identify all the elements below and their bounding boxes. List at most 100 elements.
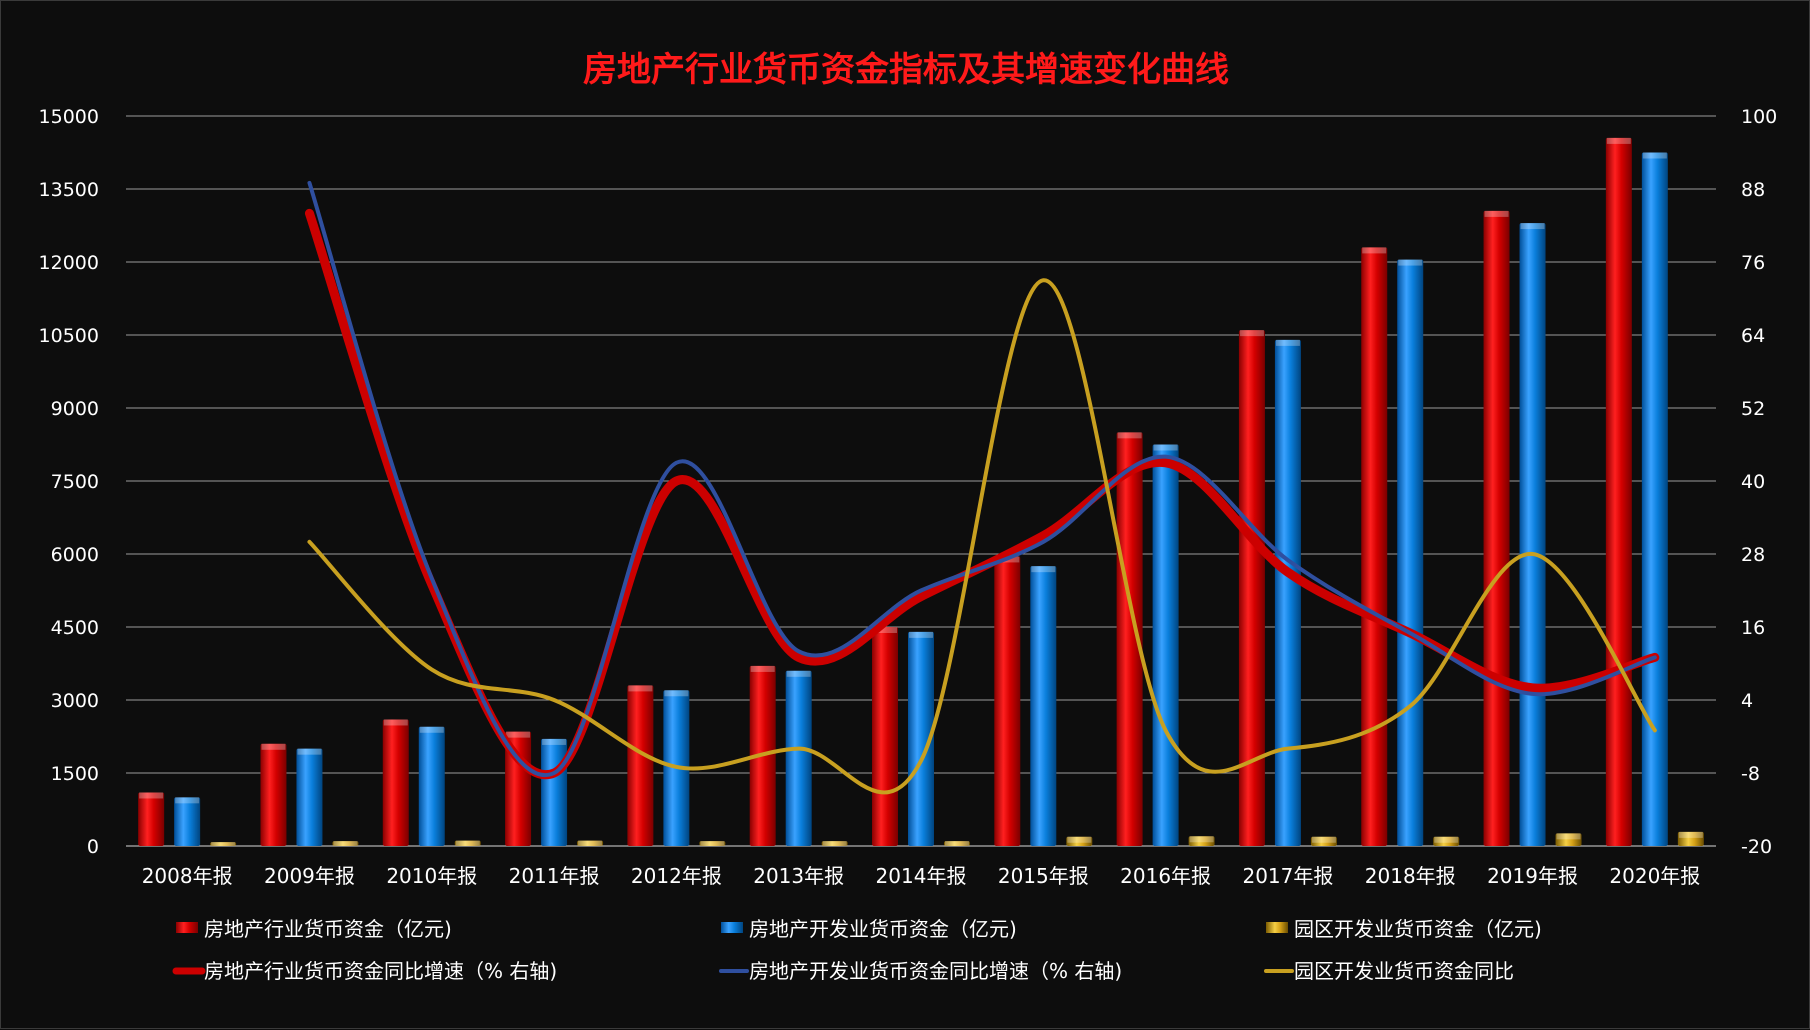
- bar-cap: [1434, 836, 1459, 843]
- bar-park: [1677, 831, 1704, 846]
- bar-developer: [1030, 566, 1057, 846]
- bar-developer: [1397, 259, 1424, 847]
- bar-cap: [1678, 831, 1703, 838]
- bar-industry: [627, 685, 654, 846]
- bar-cap: [750, 665, 775, 672]
- bar-cap: [578, 840, 603, 846]
- bar-park: [1555, 833, 1582, 846]
- bar-park: [1433, 836, 1460, 846]
- bar-cap: [1153, 444, 1178, 451]
- bar-industry: [994, 556, 1021, 846]
- bar-cap: [419, 726, 444, 733]
- right-tick-label: 76: [1741, 252, 1765, 274]
- legend-label: 房地产行业货币资金同比增速（% 右轴): [204, 959, 557, 983]
- bar-park: [332, 841, 359, 846]
- bar-park: [210, 842, 237, 846]
- bar-cap: [175, 797, 200, 804]
- left-axis: 0 1500 3000 4500 6000 7500 9000 10500 12000 13500…: [39, 106, 99, 858]
- category-label: 2017年报: [1242, 864, 1333, 888]
- bar-developer: [541, 738, 568, 846]
- left-tick-label: 9000: [51, 398, 99, 420]
- left-tick-label: 15000: [39, 106, 99, 128]
- legend-label: 房地产开发业货币资金同比增速（% 右轴): [749, 959, 1122, 983]
- bar-cap: [873, 627, 897, 633]
- bar-park: [1188, 836, 1215, 846]
- bar-cap: [786, 670, 811, 677]
- bar-industry: [1361, 247, 1388, 846]
- bar-developer: [1519, 223, 1546, 847]
- bar-cap: [542, 738, 567, 745]
- bar-park: [1066, 836, 1093, 846]
- category-label: 2008年报: [142, 864, 233, 888]
- category-label: 2015年报: [998, 864, 1089, 888]
- bar-developer: [908, 631, 934, 846]
- bar-cap: [822, 841, 847, 846]
- bar-cap: [1031, 566, 1056, 573]
- bar-industry: [1483, 210, 1510, 846]
- bar-cap: [506, 731, 531, 738]
- line-park-growth: [307, 278, 1657, 795]
- bar-cap: [1067, 836, 1092, 843]
- bar-industry: [138, 792, 165, 846]
- bar-developer: [1641, 152, 1668, 846]
- left-tick-label: 10500: [39, 325, 99, 347]
- right-axis: -20 -8 4 16 28 40 52 64 76 88 100: [1741, 106, 1777, 858]
- right-tick-label: 100: [1741, 106, 1777, 128]
- bar-cap: [1117, 432, 1142, 439]
- bar-cap: [1398, 259, 1423, 266]
- category-label: 2013年报: [753, 864, 844, 888]
- right-tick-label: 64: [1741, 325, 1765, 347]
- left-tick-label: 13500: [39, 179, 99, 201]
- bar-cap: [1362, 247, 1387, 254]
- legend-swatch: [721, 922, 743, 933]
- bar-cap: [139, 792, 164, 799]
- bar-industry: [1238, 330, 1265, 847]
- category-label: 2009年报: [264, 864, 355, 888]
- legend-label: 园区开发业货币资金（亿元): [1294, 917, 1542, 941]
- bar-cap: [628, 685, 653, 692]
- bar-cap: [455, 840, 480, 846]
- bar-developer: [418, 726, 445, 846]
- right-tick-label: 28: [1741, 544, 1765, 566]
- bar-park: [944, 841, 970, 846]
- bar-park: [821, 841, 848, 846]
- right-tick-label: 52: [1741, 398, 1765, 420]
- category-label: 2019年报: [1487, 864, 1578, 888]
- bar-cap: [383, 719, 408, 726]
- left-tick-label: 4500: [51, 617, 99, 639]
- right-tick-label: 16: [1741, 617, 1765, 639]
- bar-cap: [1484, 210, 1509, 217]
- right-tick-label: 4: [1741, 690, 1753, 712]
- category-axis: 2008年报 2009年报 2010年报 2011年报 2012年报 2013年报 2014…: [142, 864, 1701, 888]
- category-label: 2012年报: [631, 864, 722, 888]
- bar-park: [1310, 836, 1337, 846]
- bar-cap: [700, 841, 725, 846]
- category-label: 2010年报: [386, 864, 477, 888]
- left-tick-label: 12000: [39, 252, 99, 274]
- lines-layer: [304, 180, 1660, 795]
- bar-park: [699, 841, 726, 846]
- bar-cap: [1556, 833, 1581, 840]
- left-tick-label: 7500: [51, 471, 99, 493]
- bar-developer: [1274, 339, 1301, 846]
- legend-label: 园区开发业货币资金同比: [1294, 959, 1514, 983]
- category-label: 2018年报: [1365, 864, 1456, 888]
- right-tick-label: -20: [1741, 836, 1772, 858]
- bar-park: [577, 840, 604, 846]
- left-tick-label: 1500: [51, 763, 99, 785]
- bar-cap: [297, 748, 322, 755]
- bar-cap: [261, 743, 286, 750]
- bar-park: [454, 840, 481, 846]
- bar-cap: [1189, 836, 1214, 843]
- bar-industry: [1116, 432, 1143, 846]
- category-label: 2011年报: [509, 864, 600, 888]
- bar-developer: [174, 797, 201, 846]
- left-tick-label: 6000: [51, 544, 99, 566]
- bar-cap: [909, 631, 933, 638]
- legend-label: 房地产行业货币资金（亿元): [204, 917, 452, 941]
- bar-industry: [260, 743, 287, 846]
- right-tick-label: -8: [1741, 763, 1760, 785]
- bar-developer: [296, 748, 323, 846]
- bar-cap: [664, 690, 689, 697]
